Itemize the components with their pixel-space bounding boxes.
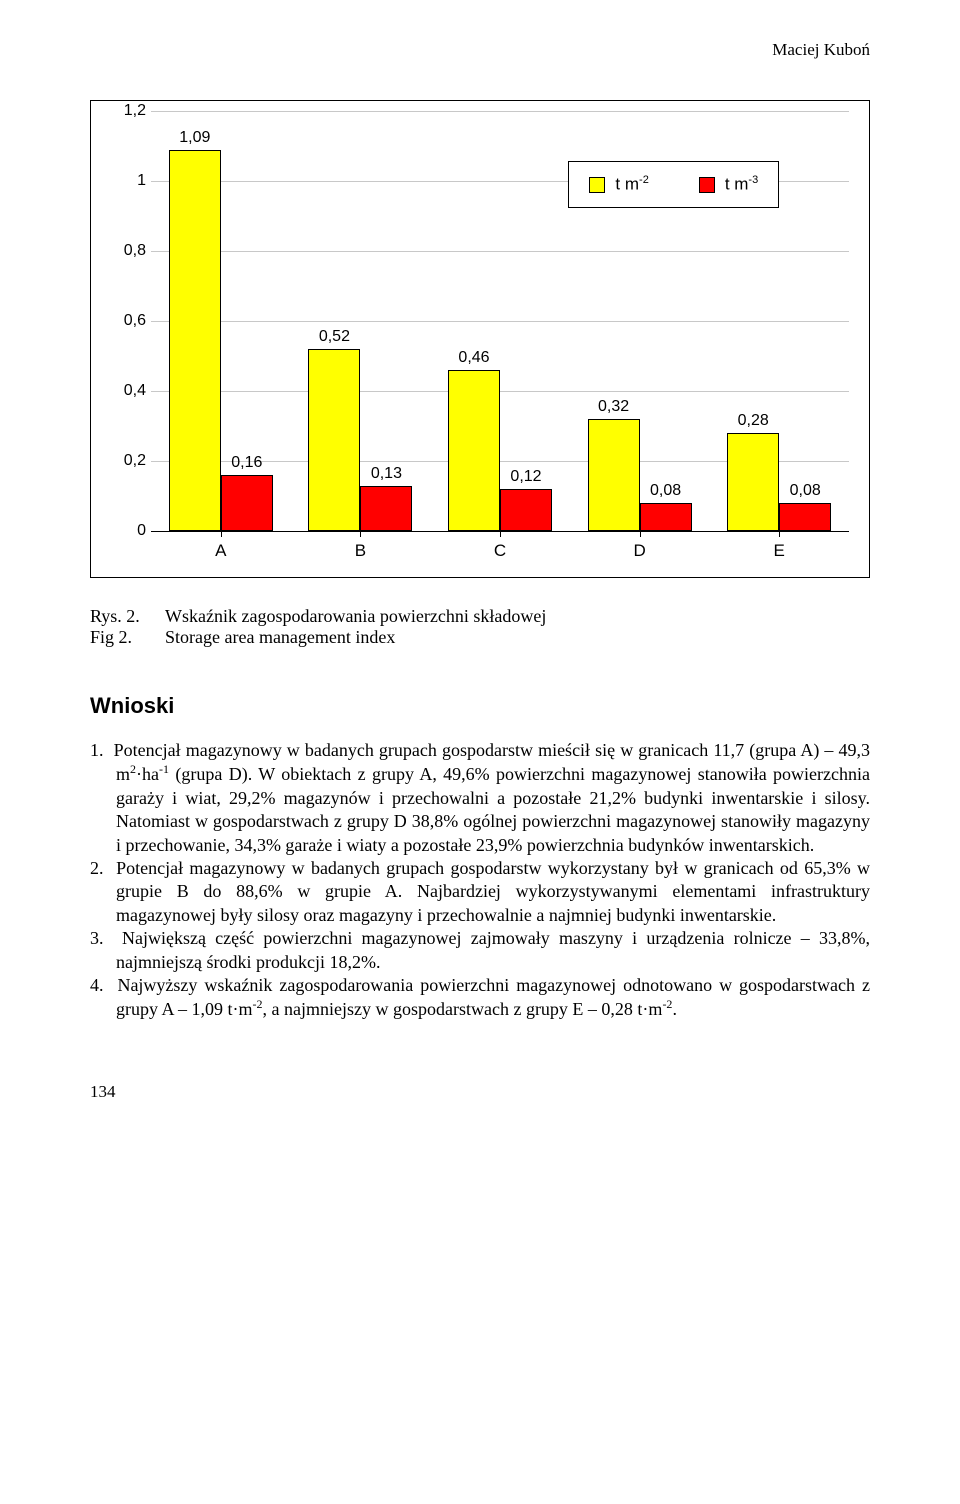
bar: 0,16 xyxy=(221,475,273,531)
conclusion-item: 3. Największą część powierzchni magazyno… xyxy=(90,927,870,974)
legend-label: t m-3 xyxy=(725,174,758,195)
legend-label: t m-2 xyxy=(615,174,648,195)
caption-key-pl: Rys. 2. xyxy=(90,606,165,627)
bar: 0,08 xyxy=(779,503,831,531)
y-tick-label: 0 xyxy=(106,522,146,540)
x-tick-label: C xyxy=(494,541,506,561)
x-tick xyxy=(640,531,641,537)
chart-frame: 00,20,40,60,811,21,090,160,520,130,460,1… xyxy=(90,100,870,578)
bar-value-label: 0,28 xyxy=(738,412,769,430)
bar-value-label: 0,12 xyxy=(510,468,541,486)
bar: 0,13 xyxy=(360,486,412,532)
x-tick xyxy=(360,531,361,537)
conclusions-list: 1. Potencjał magazynowy w badanych grupa… xyxy=(90,739,870,1022)
legend-swatch xyxy=(589,177,605,193)
bar-chart: 00,20,40,60,811,21,090,160,520,130,460,1… xyxy=(101,111,859,571)
y-tick-label: 0,4 xyxy=(106,382,146,400)
bar-value-label: 0,52 xyxy=(319,328,350,346)
bar-value-label: 0,46 xyxy=(458,349,489,367)
bar-value-label: 0,08 xyxy=(650,482,681,500)
conclusion-item: 2. Potencjał magazynowy w badanych grupa… xyxy=(90,857,870,927)
running-head: Maciej Kuboń xyxy=(90,40,870,60)
bar: 1,09 xyxy=(169,150,221,532)
bar-value-label: 0,32 xyxy=(598,398,629,416)
y-tick-label: 0,2 xyxy=(106,452,146,470)
x-tick-label: A xyxy=(215,541,226,561)
x-tick-label: D xyxy=(633,541,645,561)
y-tick-label: 0,8 xyxy=(106,242,146,260)
bar-value-label: 0,08 xyxy=(790,482,821,500)
x-tick xyxy=(221,531,222,537)
x-tick-label: E xyxy=(774,541,785,561)
bar: 0,32 xyxy=(588,419,640,531)
legend: t m-2 t m-3 xyxy=(568,161,779,208)
x-tick xyxy=(500,531,501,537)
bar: 0,12 xyxy=(500,489,552,531)
bar-value-label: 0,16 xyxy=(231,454,262,472)
bar: 0,46 xyxy=(448,370,500,531)
figure-caption: Rys. 2. Wskaźnik zagospodarowania powier… xyxy=(90,606,870,648)
legend-swatch xyxy=(699,177,715,193)
caption-key-en: Fig 2. xyxy=(90,627,165,648)
legend-item: t m-2 xyxy=(589,174,648,195)
bar: 0,08 xyxy=(640,503,692,531)
x-tick xyxy=(779,531,780,537)
y-tick-label: 0,6 xyxy=(106,312,146,330)
section-heading: Wnioski xyxy=(90,693,870,719)
x-tick-label: B xyxy=(355,541,366,561)
bar-group: 0,460,12 xyxy=(448,370,552,531)
bar-value-label: 0,13 xyxy=(371,465,402,483)
conclusion-item: 1. Potencjał magazynowy w badanych grupa… xyxy=(90,739,870,857)
bar-group: 0,320,08 xyxy=(588,419,692,531)
bar-group: 0,280,08 xyxy=(727,433,831,531)
caption-text-en: Storage area management index xyxy=(165,627,395,648)
bar-group: 0,520,13 xyxy=(308,349,412,531)
legend-item: t m-3 xyxy=(699,174,758,195)
y-tick-label: 1 xyxy=(106,172,146,190)
gridline xyxy=(151,111,849,112)
caption-text-pl: Wskaźnik zagospodarowania powierzchni sk… xyxy=(165,606,546,627)
page-number: 134 xyxy=(90,1082,870,1102)
bar: 0,52 xyxy=(308,349,360,531)
y-tick-label: 1,2 xyxy=(106,102,146,120)
bar: 0,28 xyxy=(727,433,779,531)
conclusion-item: 4. Najwyższy wskaźnik zagospodarowania p… xyxy=(90,974,870,1022)
bar-value-label: 1,09 xyxy=(179,129,210,147)
bar-group: 1,090,16 xyxy=(169,150,273,532)
